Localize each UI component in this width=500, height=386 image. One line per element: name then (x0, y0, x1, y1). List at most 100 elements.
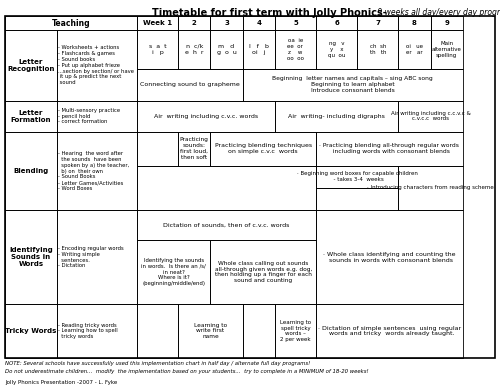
Text: Identifying the sounds
in words.  Is there an /s/
in neat?
Where is it?
(beginni: Identifying the sounds in words. Is ther… (142, 258, 206, 286)
Text: Air  writing- including digraphs: Air writing- including digraphs (288, 113, 385, 119)
Bar (316, 16, 357, 30)
Text: Main
alternative
spelling: Main alternative spelling (432, 41, 462, 58)
Text: Learning to
write first
name: Learning to write first name (194, 323, 227, 339)
Bar (242, 69, 463, 100)
Text: oi   ue
er   ar: oi ue er ar (406, 44, 423, 55)
Text: Dictation of sounds, then of c.v.c. words: Dictation of sounds, then of c.v.c. word… (164, 223, 290, 228)
Text: Blending: Blending (14, 168, 48, 174)
Bar (137, 132, 178, 166)
Bar (57, 100, 137, 132)
Text: Do not underestimate children...  modify  the implementation based on your stude: Do not underestimate children... modify … (5, 369, 368, 374)
Bar (242, 304, 275, 358)
Bar (357, 16, 399, 30)
Text: Air  writing including c.v.c. words: Air writing including c.v.c. words (154, 113, 258, 119)
Text: - Hearing  the word after
  the sounds  have been
  spoken by a) the teacher,
  : - Hearing the word after the sounds have… (58, 151, 130, 191)
Text: 4: 4 (256, 20, 261, 26)
Text: Air writing including c.c.v.c &
c.v.c.c  words: Air writing including c.c.v.c & c.v.c.c … (390, 111, 470, 122)
Bar (137, 16, 178, 30)
Text: 9 weeks all day/every day program: 9 weeks all day/every day program (375, 8, 500, 17)
Bar (178, 30, 210, 69)
Bar (5, 132, 57, 210)
Text: 7: 7 (376, 20, 380, 26)
Bar (210, 16, 242, 30)
Text: Connecting sound to grapheme: Connecting sound to grapheme (140, 82, 239, 87)
Bar (137, 30, 178, 69)
Bar (137, 210, 316, 240)
Text: - Reading tricky words
- Learning how to spell
  tricky words: - Reading tricky words - Learning how to… (58, 323, 118, 339)
Bar (275, 100, 398, 132)
Text: 9: 9 (444, 20, 449, 26)
Text: 6: 6 (334, 20, 339, 26)
Bar (357, 30, 399, 69)
Text: · Whole class identifying and counting the
  sounds in words with consonant blen: · Whole class identifying and counting t… (323, 252, 456, 262)
Bar (5, 16, 137, 30)
Text: - Multi-sensory practice
- pencil hold
- correct formation: - Multi-sensory practice - pencil hold -… (58, 108, 120, 124)
Bar (178, 132, 210, 166)
Text: 3: 3 (224, 20, 229, 26)
Bar (57, 210, 137, 304)
Bar (137, 166, 316, 210)
Text: 2: 2 (192, 20, 196, 26)
Bar (57, 304, 137, 358)
Text: Letter
Formation: Letter Formation (11, 110, 51, 123)
Text: · Introducing characters from reading scheme: · Introducing characters from reading sc… (367, 185, 494, 190)
Bar (137, 69, 242, 100)
Bar (316, 304, 463, 358)
Text: · Dictation of simple sentences  using regular
  words and tricky  words already: · Dictation of simple sentences using re… (318, 325, 461, 336)
Text: Tricky Words: Tricky Words (6, 328, 57, 334)
Text: s  a  t
i   p: s a t i p (149, 44, 166, 55)
Bar (137, 304, 178, 358)
Bar (275, 16, 316, 30)
Bar (316, 166, 398, 188)
Text: Learning to
spell tricky
words –
2 per week: Learning to spell tricky words – 2 per w… (280, 320, 311, 342)
Text: m   d
g  o  u: m d g o u (216, 44, 236, 55)
Text: Whole class calling out sounds
all-through given words e.g. dog,
then holding up: Whole class calling out sounds all-throu… (214, 261, 312, 283)
Bar (137, 240, 210, 304)
Text: - Encoding regular words
- Writing simple
  sentences.
- Dictation: - Encoding regular words - Writing simpl… (58, 246, 124, 268)
Text: Letter
Recognition: Letter Recognition (8, 59, 54, 72)
Text: - Worksheets + actions
- Flashcards & games
- Sound books
- Put up alphabet frie: - Worksheets + actions - Flashcards & ga… (58, 46, 134, 85)
Bar (178, 304, 242, 358)
Bar (5, 304, 57, 358)
Text: Practicing blending techniques
on simple c.v.c  words: Practicing blending techniques on simple… (214, 143, 312, 154)
Text: Timetable for first term with Jolly Phonics-: Timetable for first term with Jolly Phon… (152, 8, 387, 18)
Bar (57, 132, 137, 210)
Bar (5, 16, 495, 358)
Bar (316, 132, 463, 166)
Bar (210, 240, 316, 304)
Bar (430, 16, 463, 30)
Bar (275, 30, 316, 69)
Text: 5: 5 (293, 20, 298, 26)
Text: Practicing
sounds:
first loud,
then soft: Practicing sounds: first loud, then soft (180, 137, 208, 160)
Text: 8: 8 (412, 20, 417, 26)
Bar (242, 16, 275, 30)
Bar (275, 304, 316, 358)
Text: Teaching: Teaching (52, 19, 90, 27)
Bar (57, 30, 137, 100)
Bar (398, 100, 463, 132)
Text: Week 1: Week 1 (143, 20, 172, 26)
Text: ch  sh
th   th: ch sh th th (370, 44, 386, 55)
Bar (316, 210, 463, 304)
Text: n  c/k
e  h  r: n c/k e h r (185, 44, 204, 55)
Bar (210, 30, 242, 69)
Text: l   f   b
oi   j: l f b oi j (249, 44, 268, 55)
Text: · Practicing blending all-through regular words
  including words with consonant: · Practicing blending all-through regula… (320, 143, 460, 154)
Text: Beginning  letter names and capitals – sing ABC song
Beginning to learn alphabet: Beginning letter names and capitals – si… (272, 76, 433, 93)
Text: NOTE: Several schools have successfully used this implementation chart in half d: NOTE: Several schools have successfully … (5, 361, 310, 366)
Bar (137, 100, 275, 132)
Bar (210, 132, 316, 166)
Bar (5, 210, 57, 304)
Text: · Beginning word boxes for capable children
  - takes 3-4  weeks: · Beginning word boxes for capable child… (296, 171, 418, 182)
Bar (398, 30, 430, 69)
Bar (430, 30, 463, 69)
Text: Jolly Phonics Presentation -2007 - L. Fyke: Jolly Phonics Presentation -2007 - L. Fy… (5, 380, 117, 385)
Text: oa  ie
ee  or
z    w
oo  oo: oa ie ee or z w oo oo (287, 38, 304, 61)
Text: ng   v
y    x
qu  ou: ng v y x qu ou (328, 41, 345, 58)
Bar (178, 16, 210, 30)
Bar (316, 188, 398, 210)
Bar (398, 16, 430, 30)
Bar (316, 30, 357, 69)
Bar (5, 100, 57, 132)
Text: Identifying
Sounds in
Words: Identifying Sounds in Words (9, 247, 53, 267)
